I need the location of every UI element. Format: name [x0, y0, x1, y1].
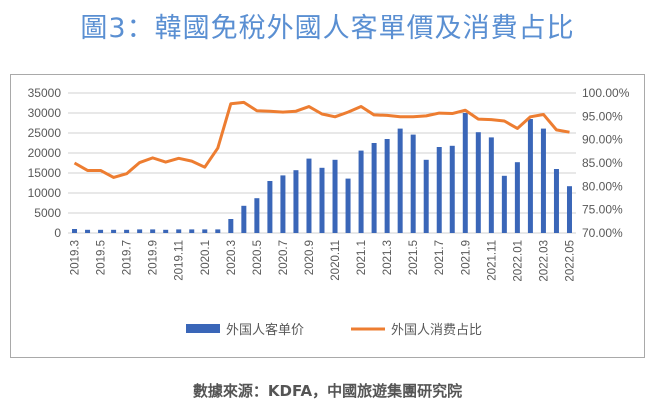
- bar: [371, 143, 377, 233]
- legend-swatch-bar: [186, 324, 220, 333]
- bar: [228, 219, 234, 233]
- bar: [514, 162, 520, 233]
- bar: [410, 134, 416, 233]
- x-tick-label: 2022.01: [512, 240, 524, 282]
- bar: [527, 119, 533, 233]
- x-tick-label: 2020.7: [278, 240, 290, 275]
- bar: [280, 175, 286, 233]
- x-tick-label: 2021.11: [486, 240, 498, 281]
- y-right-tick-label: 75.00%: [582, 203, 623, 217]
- bar: [124, 229, 130, 233]
- bar: [566, 186, 572, 233]
- x-tick-label: 2022.03: [538, 240, 550, 282]
- x-tick-label: 2022.05: [564, 240, 576, 282]
- bar: [254, 198, 260, 233]
- bar: [488, 137, 494, 233]
- bar: [293, 170, 299, 233]
- x-tick-label: 2021.5: [408, 240, 420, 275]
- x-tick-label: 2020.11: [330, 240, 342, 281]
- bar: [241, 205, 247, 233]
- x-tick-label: 2021.7: [434, 240, 446, 275]
- y-left-tick-label: 10000: [28, 186, 62, 200]
- x-tick-label: 2021.3: [382, 240, 394, 275]
- bar: [163, 229, 169, 233]
- y-right-tick-label: 95.00%: [582, 109, 623, 123]
- bar: [501, 175, 507, 233]
- x-tick-label: 2020.3: [226, 240, 238, 275]
- bar: [189, 229, 195, 233]
- x-tick-label: 2019.7: [122, 240, 134, 275]
- bar: [319, 167, 325, 233]
- bar: [111, 229, 117, 233]
- bar: [202, 229, 208, 233]
- bar: [215, 229, 221, 233]
- bar: [306, 158, 312, 233]
- bar: [267, 181, 273, 233]
- bar: [358, 150, 364, 233]
- bar: [397, 128, 403, 233]
- y-left-tick-label: 35000: [28, 86, 62, 100]
- legend-label: 外国人客单价: [226, 322, 304, 337]
- legend-label: 外国人消费占比: [391, 322, 482, 337]
- y-left-tick-label: 5000: [34, 206, 61, 220]
- source-note: 數據來源：KDFA，中國旅遊集團研究院: [192, 382, 463, 400]
- bar: [462, 113, 468, 233]
- x-tick-label: 2020.1: [200, 240, 212, 275]
- x-tick-label: 2020.5: [252, 240, 264, 275]
- line-series: [73, 100, 570, 179]
- bar: [98, 229, 104, 233]
- x-tick-label: 2020.9: [304, 240, 316, 275]
- bar: [384, 139, 390, 233]
- y-right-tick-label: 70.00%: [582, 226, 623, 240]
- bar: [85, 229, 91, 233]
- y-right-tick-label: 100.00%: [582, 86, 630, 100]
- bar: [332, 159, 338, 233]
- y-right-tick-label: 85.00%: [582, 156, 623, 170]
- bar: [553, 169, 559, 233]
- x-tick-label: 2021.1: [356, 240, 368, 275]
- bar: [436, 147, 442, 233]
- y-left-tick-label: 15000: [28, 166, 62, 180]
- y-right-tick-label: 90.00%: [582, 133, 623, 147]
- bar: [449, 145, 455, 233]
- y-left-tick-label: 0: [54, 226, 61, 240]
- y-right-tick-label: 80.00%: [582, 179, 623, 193]
- bar: [475, 132, 481, 233]
- y-left-tick-label: 30000: [28, 106, 62, 120]
- x-tick-label: 2019.3: [70, 240, 82, 275]
- bar: [345, 178, 351, 233]
- x-tick-label: 2019.9: [148, 240, 160, 275]
- y-left-tick-label: 25000: [28, 126, 62, 140]
- x-tick-label: 2019.11: [174, 240, 186, 281]
- chart-frame: 0 5000 10000 15000 20000 25000 30000 35000 70.00…: [10, 74, 645, 358]
- chart-title: 圖3：韓國免稅外國人客單價及消費占比: [80, 13, 575, 44]
- bar: [423, 159, 429, 233]
- y-left-tick-label: 20000: [28, 146, 62, 160]
- bar: [540, 128, 546, 233]
- bar: [137, 229, 143, 233]
- x-tick-label: 2021.9: [460, 240, 472, 275]
- x-tick-label: 2019.5: [96, 240, 108, 275]
- bar: [72, 229, 78, 233]
- bar: [176, 229, 182, 233]
- combo-chart: 0 5000 10000 15000 20000 25000 30000 35000 70.00…: [28, 86, 630, 337]
- bar: [150, 229, 156, 233]
